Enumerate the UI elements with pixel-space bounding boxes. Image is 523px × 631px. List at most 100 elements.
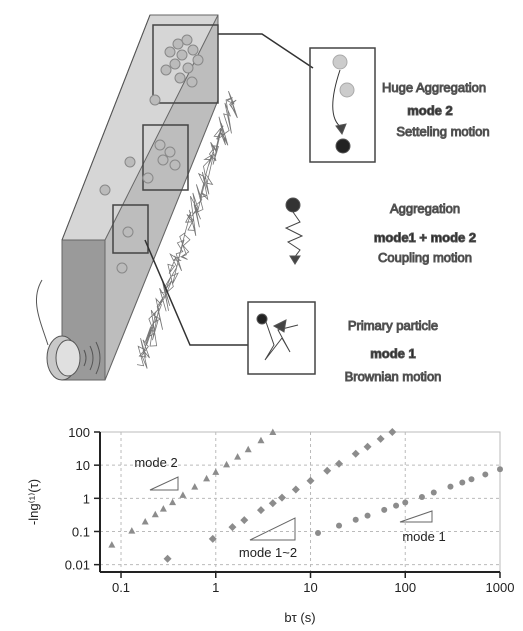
- point: [269, 499, 277, 507]
- point: [152, 511, 159, 518]
- point: [223, 461, 230, 468]
- point: [108, 541, 115, 548]
- particle: [165, 47, 175, 57]
- point: [228, 523, 236, 531]
- particle: [175, 73, 185, 83]
- point: [335, 460, 343, 468]
- label: Aggregation: [390, 201, 460, 216]
- annotation: mode 2: [134, 455, 177, 470]
- particle: [158, 155, 168, 165]
- point: [292, 485, 300, 493]
- particle: [117, 263, 127, 273]
- particle: [150, 95, 160, 105]
- y-tick-label: 1: [83, 491, 90, 506]
- point: [402, 499, 408, 505]
- plot-area: [100, 432, 500, 572]
- particle: [286, 198, 300, 212]
- label: Coupling motion: [378, 250, 472, 265]
- particle: [177, 50, 187, 60]
- point: [388, 428, 396, 436]
- sensor-face: [56, 340, 80, 376]
- particle: [100, 185, 110, 195]
- particle: [333, 55, 347, 69]
- particle: [125, 157, 135, 167]
- point: [307, 477, 315, 485]
- point: [203, 475, 210, 482]
- trajectory: [333, 70, 342, 128]
- x-tick-label: 0.1: [112, 580, 130, 595]
- x-tick-label: 1: [212, 580, 219, 595]
- annotation: mode 1~2: [239, 545, 297, 560]
- point: [459, 479, 465, 485]
- label: mode 2: [407, 103, 453, 118]
- point: [336, 523, 342, 529]
- particle: [257, 314, 267, 324]
- annotation: mode 1: [402, 529, 445, 544]
- point: [419, 494, 425, 500]
- point: [353, 517, 359, 523]
- point: [164, 555, 172, 563]
- particle: [187, 77, 197, 87]
- point: [245, 446, 252, 453]
- point: [142, 518, 149, 525]
- y-tick-label: 0.1: [72, 524, 90, 539]
- x-tick-label: 100: [394, 580, 416, 595]
- point: [169, 499, 176, 506]
- cable: [36, 280, 48, 345]
- illustration: Huge Aggregation mode 2 Setteling motion…: [36, 15, 489, 384]
- x-tick-label: 1000: [486, 580, 515, 595]
- point: [191, 483, 198, 490]
- x-tick-label: 10: [303, 580, 317, 595]
- point: [234, 453, 241, 460]
- particle: [170, 160, 180, 170]
- point: [377, 435, 385, 443]
- point: [257, 506, 265, 514]
- particle: [340, 83, 354, 97]
- point: [323, 467, 331, 475]
- arrow: [336, 124, 346, 134]
- particle: [143, 173, 153, 183]
- point: [128, 527, 135, 534]
- arrow: [290, 256, 300, 264]
- point: [352, 450, 360, 458]
- particle: [182, 35, 192, 45]
- point: [315, 530, 321, 536]
- particle: [123, 227, 133, 237]
- figure: Huge Aggregation mode 2 Setteling motion…: [0, 0, 523, 631]
- point: [212, 468, 219, 475]
- point: [468, 476, 474, 482]
- particle: [165, 147, 175, 157]
- label: Huge Aggregation: [382, 80, 486, 95]
- y-axis-label: -lng⁽¹⁾(τ): [26, 479, 41, 525]
- particle: [193, 55, 203, 65]
- arrow: [274, 320, 286, 332]
- point: [365, 513, 371, 519]
- slope-marker: [150, 477, 178, 490]
- trajectory: [286, 212, 302, 258]
- particle: [183, 63, 193, 73]
- label: Setteling motion: [396, 124, 489, 139]
- point: [364, 443, 372, 451]
- label: mode1 + mode 2: [374, 230, 476, 245]
- particle: [336, 139, 350, 153]
- label: Brownian motion: [345, 369, 442, 384]
- label: mode 1: [370, 346, 416, 361]
- particle: [170, 59, 180, 69]
- particle: [155, 140, 165, 150]
- point: [482, 471, 488, 477]
- particle: [173, 39, 183, 49]
- point: [381, 507, 387, 513]
- point: [160, 505, 167, 512]
- point: [257, 437, 264, 444]
- point: [240, 516, 248, 524]
- point: [431, 489, 437, 495]
- point: [393, 503, 399, 509]
- point: [447, 484, 453, 490]
- callout-line: [218, 34, 313, 68]
- point: [278, 494, 286, 502]
- y-tick-label: 100: [68, 425, 90, 440]
- y-tick-label: 10: [76, 458, 90, 473]
- y-tick-label: 0.01: [65, 558, 90, 573]
- point: [497, 466, 503, 472]
